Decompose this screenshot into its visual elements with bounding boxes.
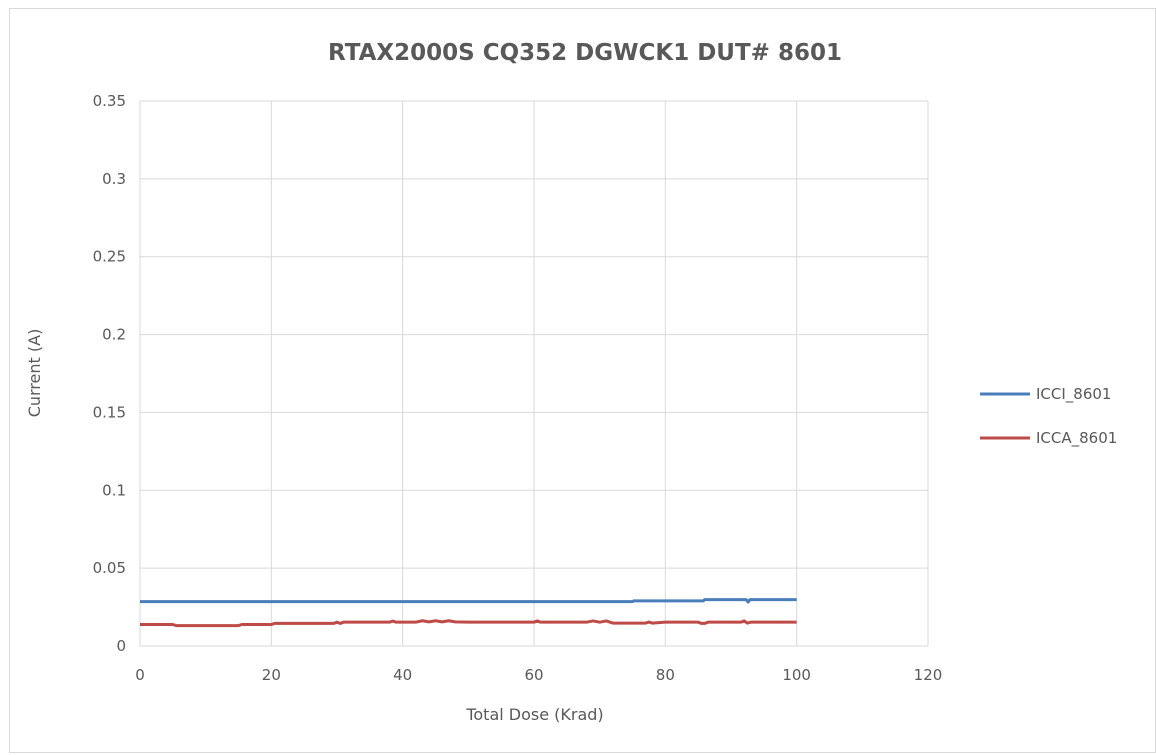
legend-label: ICCA_8601 (1036, 429, 1117, 448)
axes (139, 101, 928, 647)
y-tick-label: 0.2 (102, 326, 126, 344)
x-tick-label: 100 (782, 666, 811, 684)
y-tick-label: 0.25 (93, 248, 126, 266)
legend-label: ICCI_8601 (1036, 385, 1111, 404)
series-line-icca-8601 (140, 619, 797, 628)
chart-frame (9, 8, 1156, 753)
x-tick-label: 60 (524, 666, 543, 684)
y-tick-label: 0.15 (93, 403, 126, 421)
y-tick-label: 0.1 (102, 481, 126, 499)
x-axis-label: Total Dose (Krad) (465, 705, 603, 724)
tick-labels: 0 0.05 0.1 0.15 0.2 0.25 0.3 0.35 0 20 40 60 80 100 12… (93, 92, 943, 684)
x-tick-label: 80 (656, 666, 675, 684)
x-tick-label: 120 (914, 666, 943, 684)
series-lines (140, 598, 797, 628)
x-tick-label: 20 (262, 666, 281, 684)
y-tick-label: 0 (116, 637, 126, 655)
gridlines (140, 100, 929, 646)
chart-title: RTAX2000S CQ352 DGWCK1 DUT# 8601 (328, 40, 842, 66)
legend: ICCI_8601 ICCA_8601 (980, 385, 1117, 448)
x-tick-label: 0 (135, 666, 145, 684)
y-tick-label: 0.05 (93, 559, 126, 577)
y-axis-label: Current (A) (25, 329, 44, 418)
series-line-icci-8601 (140, 598, 797, 604)
x-tick-label: 40 (393, 666, 412, 684)
y-tick-label: 0.35 (93, 92, 126, 110)
y-tick-label: 0.3 (102, 170, 126, 188)
